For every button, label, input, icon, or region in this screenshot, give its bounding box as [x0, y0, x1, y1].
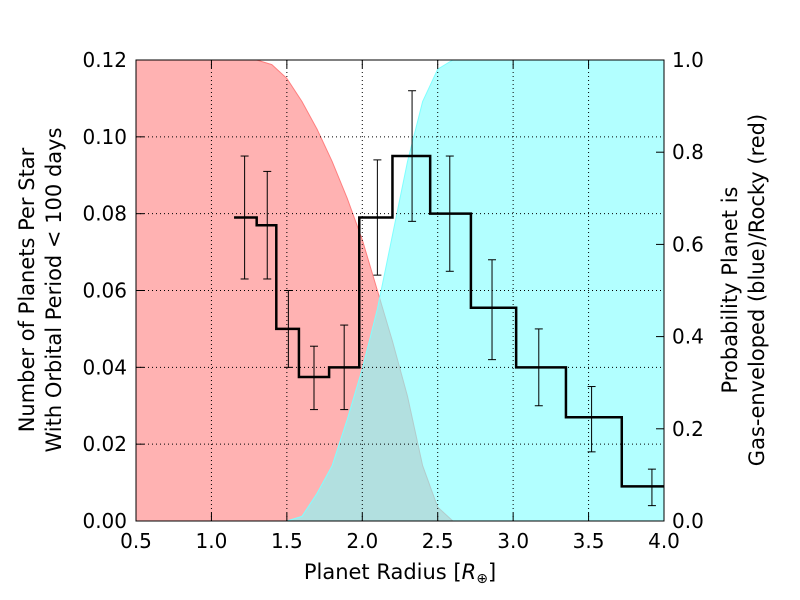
- y-right-tick-label: 0.8: [672, 140, 704, 164]
- y-left-tick-label: 0.08: [82, 202, 127, 226]
- y-right-tick-label: 0.6: [672, 232, 704, 256]
- x-tick-label: 0.5: [120, 529, 152, 553]
- x-tick-label: 1.5: [271, 529, 303, 553]
- y-right-label-line2: Gas-enveloped (blue)/Rocky (red): [745, 114, 769, 466]
- y-left-tick-label: 0.04: [82, 355, 127, 379]
- probability-fills: [136, 60, 664, 521]
- x-tick-label: 2.0: [346, 529, 378, 553]
- x-tick-label: 1.0: [196, 529, 228, 553]
- y-left-tick-label: 0.02: [82, 432, 127, 456]
- x-tick-label: 3.0: [497, 529, 529, 553]
- x-axis-label-sub: ⊕: [476, 571, 488, 587]
- histogram: [234, 154, 664, 488]
- y-left-label-line2: With Orbital Period < 100 days: [42, 127, 66, 452]
- y-left-tick-label: 0.06: [82, 279, 127, 303]
- histogram-step-line: [234, 154, 664, 488]
- y-right-label-line1: Probability Planet is: [718, 187, 742, 394]
- y-left-tick-label: 0.10: [82, 125, 127, 149]
- y-right-tick-label: 0.0: [672, 509, 704, 533]
- y-left-tick-label: 0.12: [82, 48, 127, 72]
- y-right-tick-label: 0.2: [672, 417, 704, 441]
- x-tick-label: 2.5: [422, 529, 454, 553]
- grid-lines: [136, 60, 664, 521]
- x-tick-label: 3.5: [573, 529, 605, 553]
- y-right-tick-label: 0.4: [672, 325, 704, 349]
- y-right-tick-label: 1.0: [672, 48, 704, 72]
- axis-ticks: 0.5 1.0 1.5 2.0 2.5 3.0 3.5 4.0 0.00 0.02 0.04 0.06…: [82, 48, 703, 553]
- x-axis-label-unit: R: [462, 560, 477, 584]
- x-axis-label-main: Planet Radius: [304, 560, 447, 584]
- x-axis-label: Planet Radius [R⊕]: [304, 560, 496, 587]
- gas-probability-area: [286, 60, 664, 521]
- y-left-label-line1: Number of Planets Per Star: [15, 147, 39, 432]
- x-tick-label: 4.0: [648, 529, 680, 553]
- y-left-tick-label: 0.00: [82, 509, 127, 533]
